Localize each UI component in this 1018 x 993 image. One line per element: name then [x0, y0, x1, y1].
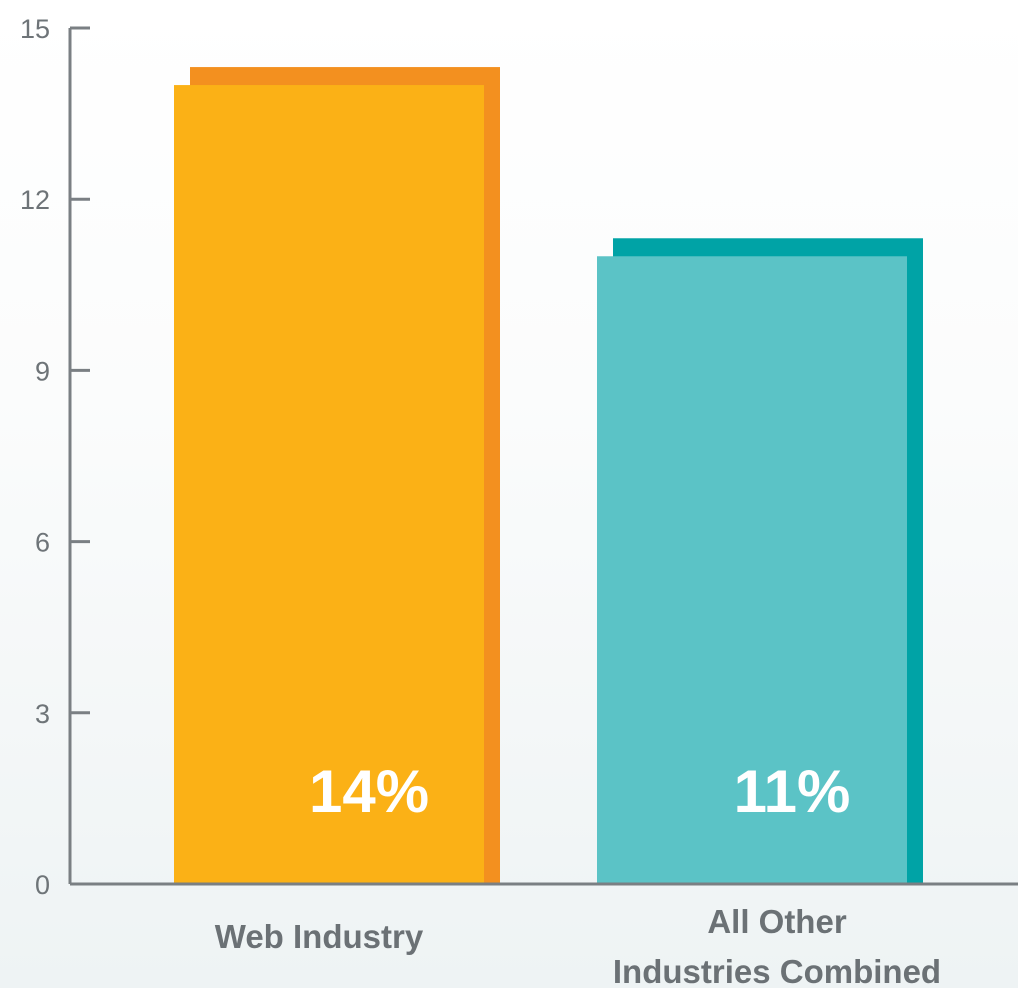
labels-layer: 14% Web Industry 11% All Other Industries Co…	[215, 758, 941, 990]
category-label-1-0: All Other	[707, 903, 847, 940]
y-tick-label-6: 6	[35, 528, 50, 558]
y-tick-label-9: 9	[35, 356, 50, 386]
category-label-0-0: Web Industry	[215, 918, 424, 955]
bars-layer	[174, 67, 923, 885]
data-label-1: 11%	[734, 758, 851, 825]
bar-0	[174, 85, 484, 885]
axis-layer: 0 3 6 9 12 15	[20, 14, 1018, 900]
y-tick-label-3: 3	[35, 699, 50, 729]
y-tick-label-15: 15	[20, 14, 50, 44]
data-label-0: 14%	[309, 758, 429, 825]
y-tick-label-12: 12	[20, 185, 50, 215]
bar-1	[597, 256, 907, 884]
category-label-1-1: Industries Combined	[613, 953, 941, 988]
y-tick-label-0: 0	[35, 870, 50, 900]
